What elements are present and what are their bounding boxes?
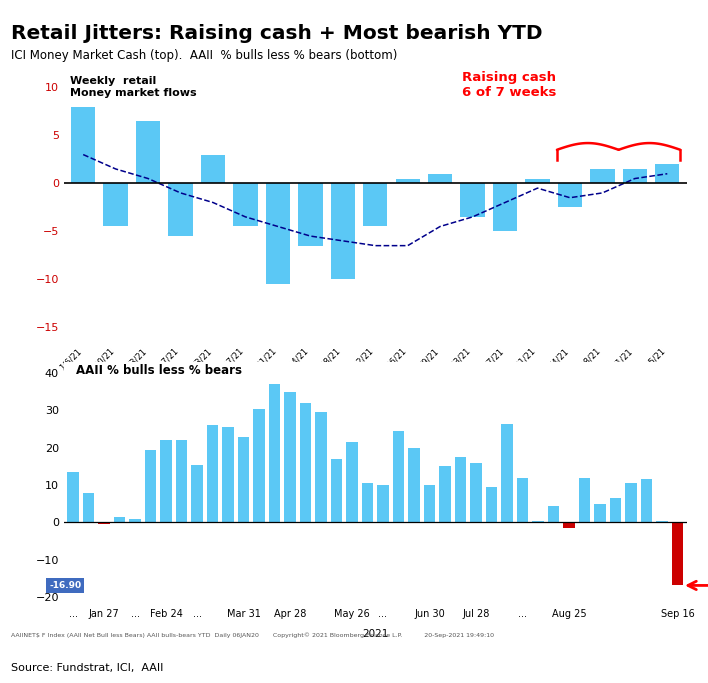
Text: Raising cash
6 of 7 weeks: Raising cash 6 of 7 weeks <box>462 71 556 99</box>
Text: ICI Money Market Cash (top).  AAII  % bulls less % bears (bottom): ICI Money Market Cash (top). AAII % bull… <box>11 49 397 62</box>
Bar <box>207 426 218 522</box>
Bar <box>594 504 606 522</box>
Bar <box>409 448 420 522</box>
Bar <box>362 484 373 522</box>
Bar <box>346 442 358 522</box>
Bar <box>201 154 225 183</box>
Text: -16.90: -16.90 <box>50 581 81 590</box>
Bar <box>103 183 128 227</box>
Bar <box>377 485 389 522</box>
Bar <box>563 522 575 528</box>
Text: Weekly  retail
Money market flows: Weekly retail Money market flows <box>70 76 197 98</box>
Bar <box>191 464 202 522</box>
Bar <box>486 487 497 522</box>
Bar <box>222 428 234 522</box>
Bar <box>284 392 296 522</box>
Text: 2021: 2021 <box>362 628 389 639</box>
Bar <box>129 518 141 522</box>
Bar <box>114 517 125 522</box>
Bar <box>169 183 193 236</box>
Bar <box>590 169 615 183</box>
Bar <box>439 466 451 522</box>
Bar <box>176 441 188 522</box>
Bar <box>269 385 280 522</box>
Text: Retail Jitters: Raising cash + Most bearish YTD: Retail Jitters: Raising cash + Most bear… <box>11 24 542 43</box>
Bar <box>233 183 258 227</box>
Bar <box>493 183 518 232</box>
Bar <box>98 522 110 525</box>
Legend: Retail Money Market Fund Assets Weekly Change ($B), 4-Week Avg: Retail Money Market Fund Assets Weekly C… <box>101 395 500 413</box>
Bar <box>656 520 668 522</box>
Bar <box>136 121 160 183</box>
Bar <box>71 107 96 183</box>
Bar <box>532 520 544 522</box>
Bar <box>641 479 652 522</box>
Bar <box>315 413 327 522</box>
Bar <box>396 178 420 183</box>
Bar <box>331 183 355 279</box>
Bar <box>548 505 559 522</box>
Bar <box>299 403 312 522</box>
Bar <box>558 183 582 208</box>
Bar <box>266 183 290 284</box>
Bar <box>517 477 528 522</box>
Bar <box>455 457 467 522</box>
Bar <box>625 484 636 522</box>
Bar <box>298 183 323 246</box>
Text: AAII % bulls less % bears: AAII % bulls less % bears <box>76 365 242 378</box>
Bar <box>501 423 513 522</box>
Bar <box>331 459 342 522</box>
Bar <box>655 164 680 183</box>
Bar <box>160 441 172 522</box>
Bar <box>67 472 79 522</box>
Bar <box>578 477 590 522</box>
Bar <box>83 492 94 522</box>
Bar <box>610 498 622 522</box>
Bar <box>428 173 452 183</box>
Bar <box>393 431 404 522</box>
Text: AAIINET$ F Index (AAII Net Bull less Bears) AAII bulls-bears YTD  Daily 06JAN20 : AAIINET$ F Index (AAII Net Bull less Bea… <box>11 632 493 637</box>
Bar <box>423 485 435 522</box>
Bar <box>253 408 265 522</box>
Bar <box>238 436 249 522</box>
Bar <box>363 183 387 227</box>
Bar <box>525 178 549 183</box>
Bar <box>144 449 156 522</box>
Bar <box>672 522 683 585</box>
Bar <box>470 462 481 522</box>
Bar <box>622 169 647 183</box>
Bar <box>460 183 485 217</box>
Text: Source: Fundstrat, ICI,  AAII: Source: Fundstrat, ICI, AAII <box>11 663 163 673</box>
